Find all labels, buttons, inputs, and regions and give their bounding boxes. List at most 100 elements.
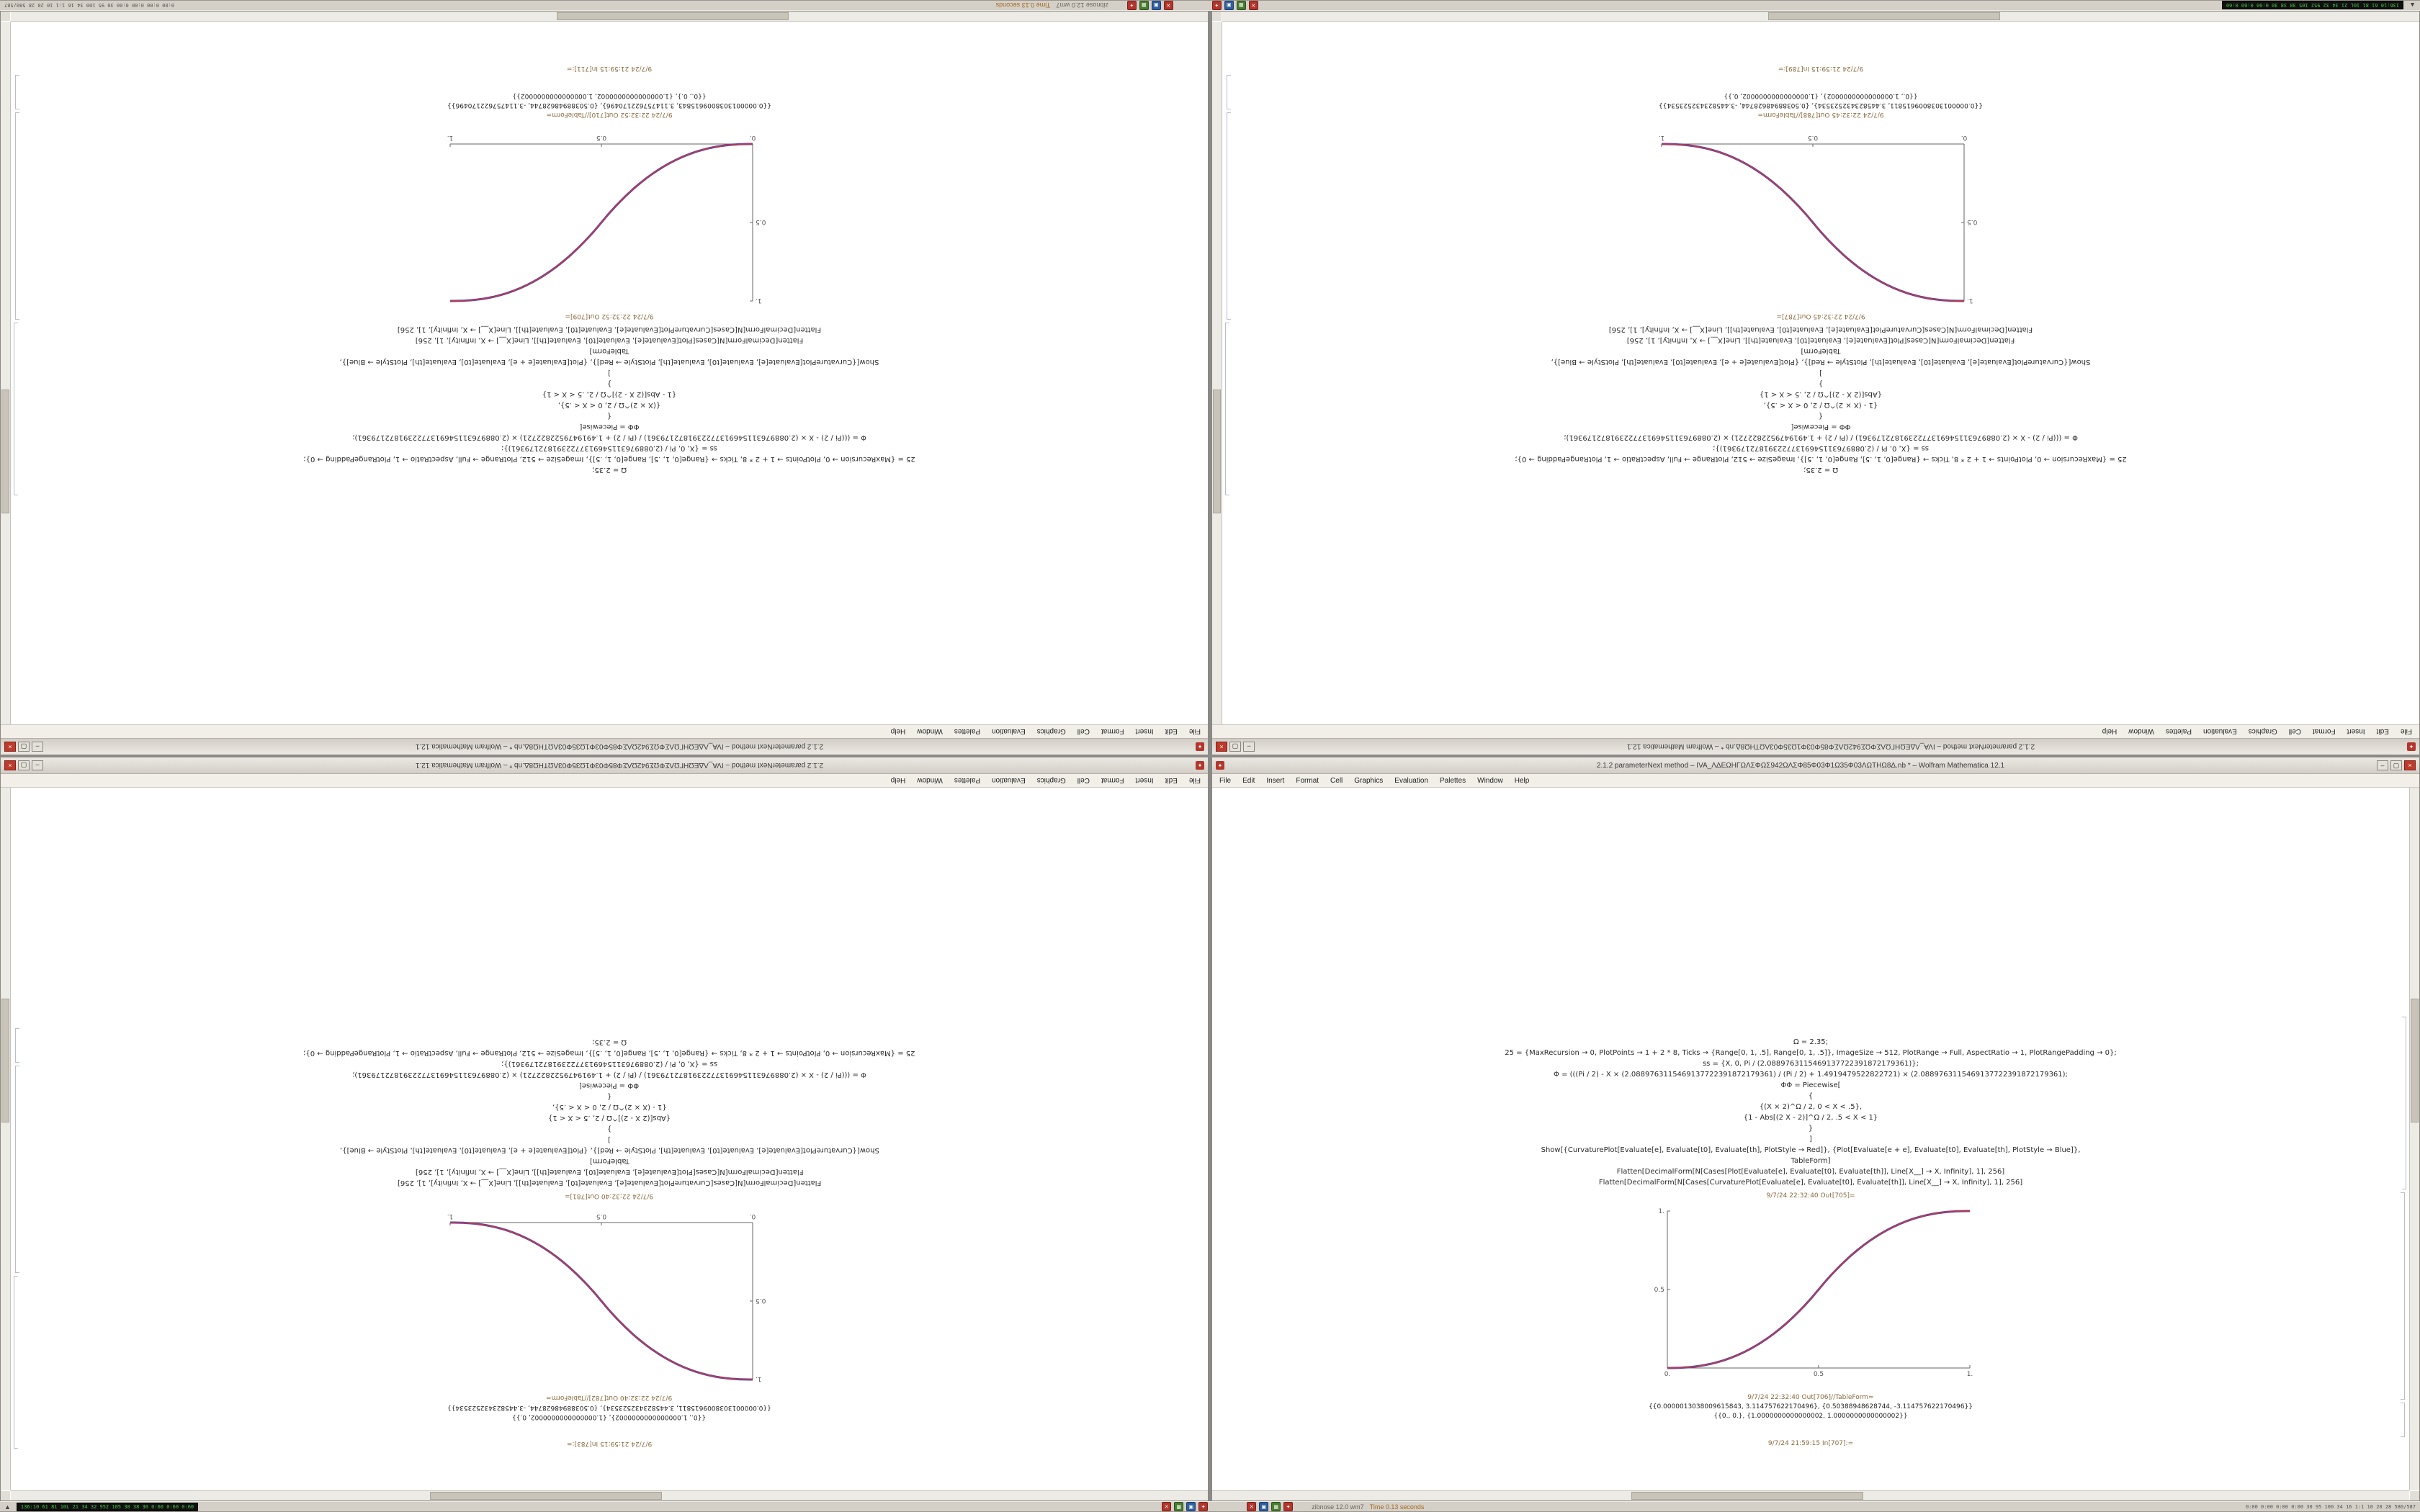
menu-window[interactable]: Window (1477, 776, 1503, 785)
maximize-button[interactable]: ▢ (2390, 760, 2402, 770)
menu-evaluation[interactable]: Evaluation (992, 776, 1026, 785)
menu-cell[interactable]: Cell (1077, 776, 1090, 785)
input-cell[interactable]: Flatten[DecimalForm[N[Cases[Plot[Evaluat… (1626, 336, 2015, 344)
input-cell[interactable]: Show[{CurvaturePlot[Evaluate[e], Evaluat… (1541, 1146, 2081, 1154)
vertical-scrollbar-thumb[interactable] (1, 390, 9, 514)
input-cell[interactable]: ΦΦ = Piecewise[ (1791, 423, 1851, 431)
input-cell[interactable]: Ω = 2.35; (1803, 466, 1839, 474)
notebook-area[interactable]: Ω = 2.35; 25 = {MaxRecursion → 0, PlotPoi… (1212, 788, 2419, 1500)
menu-window[interactable]: Window (2128, 727, 2154, 736)
menu-evaluation[interactable]: Evaluation (1394, 776, 1428, 785)
horizontal-scrollbar-thumb[interactable] (1768, 12, 2001, 20)
menu-palettes[interactable]: Palettes (954, 727, 980, 736)
vertical-scrollbar-thumb[interactable] (2411, 998, 2419, 1122)
menu-insert[interactable]: Insert (2347, 727, 2365, 736)
mathematica-icon[interactable]: ✦ (1126, 1, 1137, 10)
input-cell[interactable]: ΦΦ = Piecewise[ (579, 1081, 640, 1089)
vertical-scrollbar-thumb[interactable] (1, 998, 9, 1122)
close-button[interactable]: × (2404, 760, 2416, 770)
mathematica-icon[interactable]: ✦ (1211, 1, 1222, 10)
close-button[interactable]: × (4, 760, 16, 770)
horizontal-scrollbar[interactable] (1212, 1490, 2409, 1500)
window-titlebar[interactable]: ✦ 2.1.2 parameterNext method – IVA_ΛΔΕΩΗ… (1, 757, 1208, 774)
window-titlebar[interactable]: ✦ 2.1.2 parameterNext method – IVA_ΛΔΕΩΗ… (1212, 738, 2419, 755)
menu-evaluation[interactable]: Evaluation (2203, 727, 2237, 736)
terminal-icon[interactable]: ▣ (1224, 1, 1234, 10)
vertical-scrollbar[interactable] (2409, 788, 2419, 1490)
menu-edit[interactable]: Edit (1165, 727, 1178, 736)
menu-insert[interactable]: Insert (1266, 776, 1285, 785)
menu-cell[interactable]: Cell (2288, 727, 2301, 736)
input-cell[interactable]: TableForm] (589, 347, 629, 355)
menu-palettes[interactable]: Palettes (2165, 727, 2192, 736)
minimize-button[interactable]: – (32, 760, 43, 770)
menu-format[interactable]: Format (1296, 776, 1319, 785)
close-button[interactable]: × (4, 742, 16, 752)
window-titlebar[interactable]: ✦ 2.1.2 parameterNext method – IVA_ΛΔΕΩΗ… (1, 738, 1208, 755)
start-button[interactable]: ▲ (4, 1503, 11, 1511)
minimize-button[interactable]: – (32, 742, 43, 752)
menu-file[interactable]: File (1188, 776, 1201, 785)
input-cell[interactable]: Ω = 2.35; (591, 1038, 627, 1046)
input-cell[interactable]: TableForm] (589, 1157, 629, 1165)
input-cell[interactable]: Flatten[DecimalForm[N[Cases[Plot[Evaluat… (415, 1168, 804, 1176)
input-cell[interactable]: Φ = (((Pi / 2) - X × (2.0889763115469137… (352, 433, 866, 441)
input-cell[interactable]: 25 = {MaxRecursion → 0, PlotPoints → 1 +… (303, 1049, 915, 1057)
input-cell[interactable]: Φ = (((Pi / 2) - X × (2.0889763115469137… (352, 1071, 866, 1079)
input-cell[interactable]: ss = {X, 0, Pi / (2.08897631154691377223… (1712, 444, 1930, 452)
input-cell[interactable]: Show[{CurvaturePlot[Evaluate[e], Evaluat… (339, 358, 879, 366)
input-cell[interactable]: Flatten[DecimalForm[N[Cases[CurvaturePlo… (1608, 325, 2033, 333)
input-cell[interactable]: ] (608, 1135, 611, 1143)
input-cell[interactable]: ] (1819, 369, 1822, 377)
system-tray-text[interactable]: 0:00 0:00 0:00 0:00 30 95 100 34 16 1:1 … (2245, 1503, 2416, 1510)
input-cell[interactable]: Flatten[DecimalForm[N[Cases[Plot[Evaluat… (415, 336, 804, 344)
system-monitor-widget[interactable]: 136:10 61 81 10L 21 34 32 952 105 30 38 … (2221, 1, 2404, 10)
input-cell[interactable]: Show[{CurvaturePlot[Evaluate[e], Evaluat… (339, 1146, 879, 1154)
menu-edit[interactable]: Edit (1242, 776, 1255, 785)
menu-graphics[interactable]: Graphics (2248, 727, 2277, 736)
menu-palettes[interactable]: Palettes (1440, 776, 1466, 785)
network-icon[interactable]: ▦ (1271, 1502, 1281, 1511)
input-cell[interactable]: Φ = (((Pi / 2) - X × (2.0889763115469137… (1564, 433, 2078, 441)
input-cell[interactable]: Flatten[DecimalForm[N[Cases[CurvaturePlo… (1598, 1179, 2023, 1187)
input-cell[interactable]: { (1818, 412, 1824, 420)
minimize-button[interactable]: – (2377, 760, 2388, 770)
minimize-button[interactable]: – (1243, 742, 1255, 752)
input-cell[interactable]: } (1808, 1125, 1814, 1133)
menu-format[interactable]: Format (2312, 727, 2336, 736)
mathematica-kernel-icon[interactable]: ✕ (1162, 1502, 1172, 1511)
menu-help[interactable]: Help (1514, 776, 1530, 785)
input-cell[interactable]: TableForm] (1791, 1157, 1831, 1165)
maximize-button[interactable]: ▢ (18, 760, 30, 770)
menu-palettes[interactable]: Palettes (954, 776, 980, 785)
start-button[interactable]: ▲ (2409, 1, 2416, 9)
menu-file[interactable]: File (2400, 727, 2412, 736)
mathematica-kernel-icon[interactable]: ✕ (1163, 1, 1173, 10)
input-cell[interactable]: {1 - (X × 2)^Ω / 2, 0 < X < .5}, (1763, 401, 1878, 409)
input-cell[interactable]: } (606, 1125, 612, 1133)
mathematica-kernel-icon[interactable]: ✕ (1247, 1502, 1257, 1511)
taskbar-bottom[interactable]: ▲ 136:10 61 81 10L 21 34 32 952 105 30 3… (0, 1501, 2420, 1512)
menu-file[interactable]: File (1188, 727, 1201, 736)
vertical-scrollbar-thumb[interactable] (1213, 390, 1221, 514)
input-cell[interactable]: Φ = (((Pi / 2) - X × (2.0889763115469137… (1554, 1071, 2068, 1079)
input-cell[interactable]: ss = {X, 0, Pi / (2.08897631154691377223… (1702, 1060, 1919, 1068)
horizontal-scrollbar[interactable] (11, 1490, 1208, 1500)
menu-help[interactable]: Help (890, 776, 906, 785)
menu-file[interactable]: File (1219, 776, 1232, 785)
input-cell[interactable]: ss = {X, 0, Pi / (2.08897631154691377223… (501, 444, 718, 452)
network-icon[interactable]: ▦ (1139, 1, 1149, 10)
input-cell[interactable]: Ω = 2.35; (1793, 1038, 1828, 1046)
input-cell[interactable]: Flatten[DecimalForm[N[Cases[CurvaturePlo… (397, 325, 822, 333)
menu-edit[interactable]: Edit (1165, 776, 1178, 785)
mathematica-kernel-icon[interactable]: ✕ (1248, 1, 1258, 10)
input-cell[interactable]: ss = {X, 0, Pi / (2.08897631154691377223… (501, 1060, 718, 1068)
input-cell[interactable]: 25 = {MaxRecursion → 0, PlotPoints → 1 +… (1505, 1049, 2117, 1057)
maximize-button[interactable]: ▢ (1229, 742, 1241, 752)
menu-edit[interactable]: Edit (2376, 727, 2389, 736)
close-button[interactable]: × (1216, 742, 1227, 752)
input-cell[interactable]: 25 = {MaxRecursion → 0, PlotPoints → 1 +… (1515, 455, 2127, 463)
notebook-area[interactable]: Ω = 2.35; 25 = {MaxRecursion → 0, PlotPoi… (1, 12, 1208, 724)
menu-format[interactable]: Format (1101, 776, 1124, 785)
menu-graphics[interactable]: Graphics (1354, 776, 1384, 785)
